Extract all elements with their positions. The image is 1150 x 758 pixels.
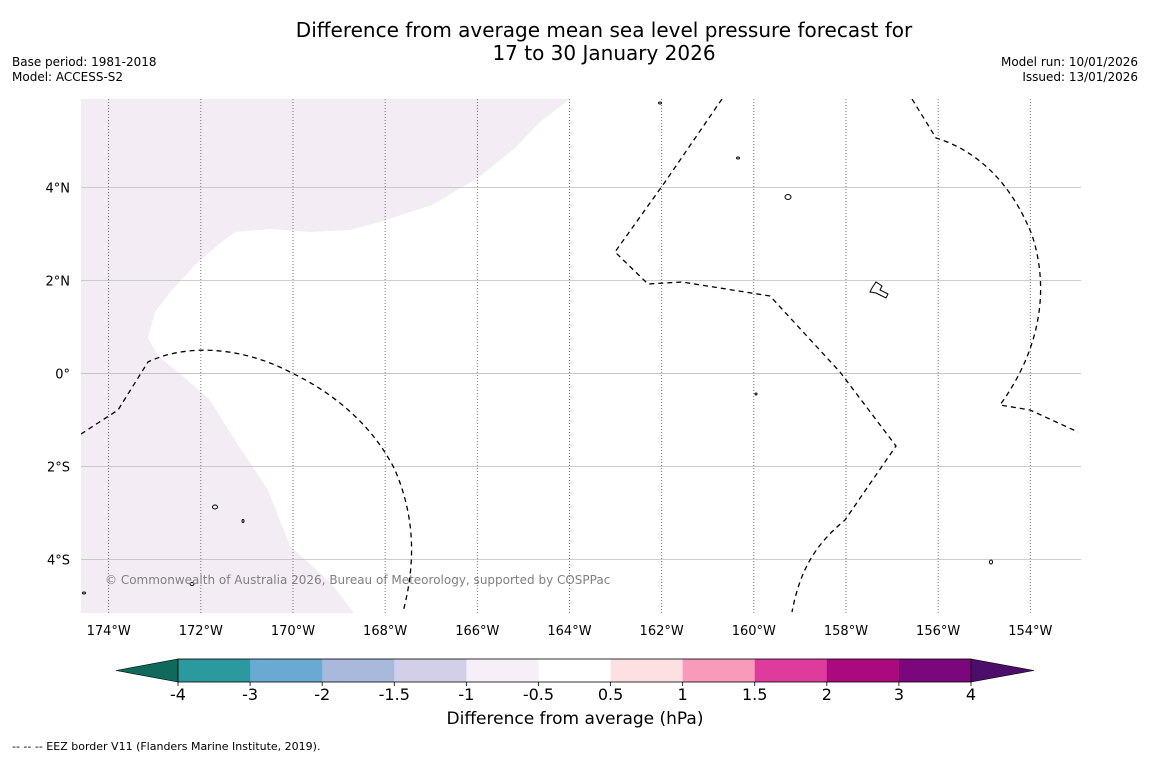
colorbar-segment xyxy=(322,659,395,682)
lon-tick-label: 154°W xyxy=(1008,624,1052,639)
lon-tick-label: 174°W xyxy=(87,624,131,639)
colorbar-segment xyxy=(466,659,539,682)
colorbar: -4 -3 -2 -1.5 -1 -0.5 0.5 1 1.5 2 3 4 xyxy=(115,658,1035,704)
latitude-labels: 4°N 2°N 0° 2°S 4°S xyxy=(46,181,71,568)
colorbar-tick-label: -0.5 xyxy=(523,685,554,704)
colorbar-tick-label: -1 xyxy=(458,685,474,704)
lon-tick-label: 158°W xyxy=(824,624,868,639)
longitude-labels: 174°W 172°W 170°W 168°W 166°W 164°W 162°W 160°W… xyxy=(87,624,1053,639)
lon-tick-label: 160°W xyxy=(732,624,776,639)
lon-tick-label: 172°W xyxy=(179,624,223,639)
colorbar-segment xyxy=(178,659,251,682)
lon-tick-label: 168°W xyxy=(363,624,407,639)
title-line-2: 17 to 30 January 2026 xyxy=(492,41,716,65)
issued-text: Issued: 13/01/2026 xyxy=(1022,70,1138,84)
lon-tick-label: 164°W xyxy=(547,624,591,639)
island xyxy=(736,156,740,160)
colorbar-extend-high xyxy=(970,658,1035,683)
colorbar-tick-label: -3 xyxy=(242,685,258,704)
anomaly-region-west xyxy=(81,99,570,613)
colorbar-extend-low xyxy=(115,658,179,683)
colorbar-tick-label: 2 xyxy=(822,685,832,704)
colorbar-segment xyxy=(250,659,323,682)
latitude-gridlines xyxy=(81,186,1081,560)
colorbar-tick-label: -2 xyxy=(314,685,330,704)
colorbar-segment xyxy=(754,659,828,682)
island xyxy=(784,194,792,200)
island xyxy=(212,504,218,510)
base-period-text: Base period: 1981-2018 xyxy=(12,55,157,69)
copyright-text: © Commonwealth of Australia 2026, Bureau… xyxy=(105,573,610,587)
island xyxy=(989,559,993,565)
colorbar-tick-label: 1 xyxy=(678,685,688,704)
colorbar-tick-label: -1.5 xyxy=(379,685,410,704)
meta-left: Base period: 1981-2018 Model: ACCESS-S2 xyxy=(12,55,157,85)
colorbar-tick-label: 0.5 xyxy=(598,685,623,704)
island xyxy=(82,591,86,595)
colorbar-label: Difference from average (hPa) xyxy=(446,709,704,729)
colorbar-tick-label: 4 xyxy=(966,685,976,704)
eez-border-central xyxy=(614,99,897,613)
island xyxy=(658,101,662,105)
colorbar-segment xyxy=(538,659,612,682)
colorbar-segment xyxy=(682,659,756,682)
lat-tick-label: 4°S xyxy=(47,554,70,569)
colorbar-frame xyxy=(177,658,972,683)
lat-tick-label: 2°N xyxy=(46,274,71,289)
island-kiritimati xyxy=(869,281,889,299)
colorbar-segment xyxy=(826,659,900,682)
colorbar-segment xyxy=(610,659,684,682)
colorbar-tick-label: -4 xyxy=(170,685,186,704)
lon-tick-label: 166°W xyxy=(455,624,499,639)
lat-tick-label: 0° xyxy=(55,367,70,382)
lat-tick-label: 4°N xyxy=(46,181,71,196)
colorbar-tick-label: 3 xyxy=(894,685,904,704)
lon-tick-label: 170°W xyxy=(271,624,315,639)
island xyxy=(754,392,758,396)
lon-tick-label: 162°W xyxy=(640,624,684,639)
footnote: -- -- -- EEZ border V11 (Flanders Marine… xyxy=(12,740,321,753)
colorbar-tick-label: 1.5 xyxy=(742,685,767,704)
model-text: Model: ACCESS-S2 xyxy=(12,70,124,84)
eez-border-east xyxy=(911,99,1079,433)
island xyxy=(189,582,195,586)
lon-tick-label: 156°W xyxy=(916,624,960,639)
colorbar-segment xyxy=(394,659,467,682)
title-line-1: Difference from average mean sea level p… xyxy=(295,18,913,42)
chart-title: Difference from average mean sea level p… xyxy=(0,19,1150,65)
model-run-text: Model run: 10/01/2026 xyxy=(1000,55,1138,69)
lat-tick-label: 2°S xyxy=(47,460,70,475)
island xyxy=(241,519,245,523)
colorbar-segment xyxy=(898,659,972,682)
meta-right: Model run: 10/01/2026 Issued: 13/01/2026 xyxy=(1001,55,1138,85)
